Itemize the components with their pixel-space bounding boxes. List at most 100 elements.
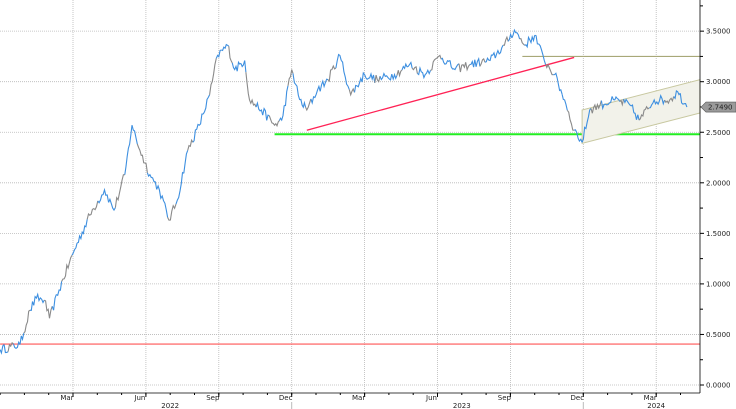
year-label: 2022: [161, 402, 179, 409]
price-line-segment: [0, 344, 5, 355]
trendline: [306, 56, 575, 131]
price-line-segment: [638, 105, 650, 121]
price-line-segment: [305, 98, 312, 112]
y-tick-label: 0.5000: [706, 331, 731, 339]
last-price-label: 2.7490: [708, 104, 733, 112]
x-tick-label: Dec: [279, 394, 293, 402]
price-series: [0, 28, 688, 355]
price-line-segment: [287, 69, 294, 86]
last-price-tag: [700, 101, 736, 113]
year-label: 2024: [647, 402, 665, 409]
price-line-segment: [310, 84, 321, 105]
price-line-segment: [573, 129, 583, 143]
price-line-segment: [51, 294, 57, 311]
price-line-segment: [319, 78, 329, 92]
price-line-segment: [12, 340, 21, 349]
price-line-segment: [507, 32, 513, 42]
price-line-segment: [374, 74, 381, 83]
price-line-segment: [335, 53, 342, 69]
y-tick-label: 1.0000: [706, 280, 731, 288]
price-line-segment: [590, 100, 602, 114]
price-line-segment: [566, 109, 575, 131]
price-line-segment: [215, 49, 222, 59]
price-line-segment: [33, 292, 45, 306]
x-tick-label: Mar: [352, 394, 365, 402]
price-line-segment: [202, 94, 211, 115]
price-line-segment: [19, 332, 25, 345]
price-line-segment: [379, 72, 389, 81]
price-line-segment: [406, 61, 413, 69]
price-line-segment: [494, 44, 504, 59]
x-tick-label: Mar: [644, 394, 657, 402]
price-line-segment: [3, 344, 9, 354]
price-line-segment: [245, 72, 257, 108]
price-line-segment: [545, 63, 554, 76]
price-line-segment: [664, 96, 675, 105]
x-tick-label: Jun: [133, 394, 145, 402]
price-line-segment: [7, 341, 14, 352]
y-tick-label: 3.0000: [706, 78, 731, 86]
price-line-segment: [268, 115, 280, 128]
price-line-segment: [524, 35, 536, 49]
y-tick-label: 1.5000: [706, 230, 731, 238]
price-line-segment: [284, 85, 289, 107]
price-line-segment: [673, 89, 681, 100]
price-line-segment: [136, 143, 148, 173]
price-line-segment: [44, 299, 53, 319]
price-line-segment: [292, 73, 301, 101]
price-line-segment: [209, 58, 217, 95]
price-line-segment: [29, 301, 35, 312]
price-line-segment: [221, 43, 230, 52]
price-line-segment: [561, 94, 568, 111]
x-tick-label: Jun: [425, 394, 437, 402]
price-line-segment: [108, 197, 116, 212]
price-line-segment: [146, 172, 158, 190]
price-line-segment: [619, 98, 625, 107]
price-line-segment: [401, 62, 408, 71]
price-line-segment: [175, 171, 185, 205]
price-line-segment: [240, 60, 247, 73]
price-line-segment: [187, 138, 194, 151]
price-line-segment: [611, 95, 621, 102]
price-line-segment: [458, 62, 471, 73]
y-tick-label: 2.5000: [706, 129, 731, 137]
x-tick-label: Mar: [60, 394, 73, 402]
price-line-segment: [421, 68, 432, 80]
price-line-segment: [192, 113, 204, 143]
price-line-segment: [23, 309, 31, 334]
price-line-segment: [430, 54, 442, 71]
price-line-segment: [679, 93, 688, 108]
y-tick-label: 2.0000: [706, 179, 731, 187]
gridlines: [0, 0, 700, 393]
y-tick-label: 0.0000: [706, 382, 731, 390]
price-line-segment: [600, 96, 613, 111]
price-line-segment: [633, 112, 640, 121]
annotations: [0, 55, 701, 345]
price-line-segment: [114, 174, 125, 208]
price-line-segment: [511, 28, 521, 40]
y-tick-label: 3.5000: [706, 28, 731, 36]
price-line-segment: [71, 242, 78, 256]
price-line-segment: [353, 71, 366, 93]
price-line-segment: [327, 64, 337, 83]
year-label: 2023: [453, 402, 471, 409]
price-line-segment: [364, 72, 376, 83]
price-line-segment: [503, 35, 509, 46]
price-line-segment: [97, 187, 110, 204]
price-line-segment: [167, 203, 177, 221]
price-line-segment: [124, 125, 133, 175]
price-line-segment: [449, 60, 460, 71]
x-tick-label: Sep: [498, 394, 512, 402]
price-line-segment: [61, 255, 73, 282]
price-line-segment: [658, 94, 666, 106]
price-line-segment: [534, 34, 547, 65]
price-line-segment: [56, 281, 63, 297]
price-line-segment: [411, 66, 418, 74]
price-line-segment: [417, 66, 422, 76]
x-tick-label: Dec: [571, 394, 585, 402]
price-line-segment: [469, 59, 475, 68]
price-line-segment: [473, 57, 481, 68]
price-line-segment: [387, 72, 398, 81]
price-line-segment: [623, 98, 635, 113]
price-line-segment: [479, 58, 486, 67]
